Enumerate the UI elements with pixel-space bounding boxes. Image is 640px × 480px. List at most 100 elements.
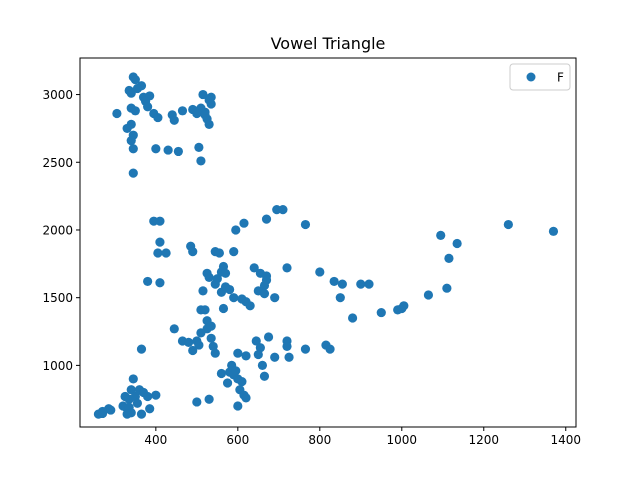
data-point: [132, 398, 142, 408]
data-point: [128, 168, 138, 178]
data-point: [155, 216, 165, 226]
data-point: [200, 305, 210, 315]
data-point: [196, 156, 206, 166]
y-tick-label: 1500: [42, 291, 73, 305]
x-tick-label: 1000: [387, 433, 418, 447]
data-point: [132, 83, 142, 94]
data-point: [143, 276, 153, 287]
data-point: [503, 219, 513, 230]
data-point: [225, 284, 235, 295]
data-point: [97, 408, 108, 419]
data-point: [204, 272, 214, 282]
data-point: [259, 280, 270, 291]
x-tick-label: 800: [308, 433, 331, 447]
data-point: [206, 99, 216, 109]
data-point: [284, 352, 294, 362]
data-point: [376, 307, 386, 318]
data-point: [198, 89, 208, 100]
data-point: [337, 279, 347, 289]
data-point: [173, 146, 183, 157]
data-point: [161, 248, 171, 258]
y-tick-label: 3000: [42, 88, 73, 102]
x-tick-label: 400: [144, 433, 167, 447]
data-point: [153, 248, 163, 258]
data-point: [347, 313, 358, 323]
data-point: [204, 119, 214, 129]
data-point: [218, 303, 229, 314]
data-point: [163, 145, 173, 155]
data-point: [261, 214, 272, 224]
data-point: [198, 286, 208, 296]
y-tick-label: 2000: [42, 223, 73, 237]
data-point: [257, 360, 268, 370]
data-point: [204, 394, 214, 404]
data-point: [188, 345, 198, 356]
data-point: [222, 378, 233, 388]
data-point: [112, 108, 122, 119]
data-point: [143, 102, 153, 112]
data-point: [452, 238, 462, 249]
data-point: [126, 136, 136, 146]
data-point: [364, 279, 374, 289]
plot-frame: [79, 57, 577, 428]
x-tick-label: 1200: [468, 433, 499, 447]
data-point: [155, 278, 165, 288]
data-point: [145, 404, 155, 414]
data-point: [126, 385, 136, 395]
data-point: [151, 144, 161, 154]
data-point: [237, 377, 247, 387]
data-point: [263, 332, 274, 342]
data-point: [249, 263, 259, 273]
data-point: [212, 274, 222, 284]
data-point: [143, 391, 153, 402]
data-point: [259, 371, 270, 381]
data-point: [214, 248, 224, 258]
data-point: [259, 289, 270, 299]
data-point: [300, 219, 311, 230]
data-point: [233, 401, 243, 411]
data-point: [216, 368, 227, 379]
data-point: [151, 390, 161, 400]
data-point: [270, 352, 280, 362]
data-point: [188, 247, 198, 257]
data-point: [136, 409, 147, 419]
data-point: [206, 333, 216, 343]
data-point: [356, 279, 366, 289]
data-point: [169, 324, 179, 334]
data-point: [210, 348, 220, 358]
y-tick-label: 1000: [42, 359, 73, 373]
axes: 400 600 800 1000 1200 1400 1000 1500 2000 2500 300…: [42, 57, 581, 447]
data-point: [442, 283, 452, 293]
y-tick-label: 2500: [42, 156, 73, 170]
data-point: [122, 123, 132, 134]
data-point: [245, 301, 255, 311]
chart-title: Vowel Triangle: [271, 34, 386, 53]
data-point: [444, 253, 454, 264]
data-point: [329, 276, 339, 287]
data-point: [282, 263, 292, 273]
data-point: [130, 106, 140, 116]
data-point: [229, 247, 239, 257]
legend: F: [509, 63, 571, 91]
data-point: [220, 268, 231, 278]
data-point: [399, 301, 409, 311]
data-point: [106, 405, 116, 415]
legend-frame: [509, 63, 571, 91]
data-point: [122, 409, 132, 419]
data-point: [192, 108, 202, 119]
x-tick-label: 600: [226, 433, 249, 447]
data-point: [239, 218, 249, 228]
data-point: [335, 293, 345, 303]
data-point: [241, 351, 251, 361]
data-point: [233, 348, 243, 358]
data-point: [229, 293, 239, 303]
data-point: [194, 340, 204, 350]
data-point: [128, 144, 138, 154]
data-point: [196, 328, 206, 338]
data-point: [231, 225, 241, 235]
data-point: [177, 106, 188, 116]
data-point: [282, 341, 292, 352]
data-point: [251, 336, 261, 346]
data-point: [436, 230, 446, 240]
